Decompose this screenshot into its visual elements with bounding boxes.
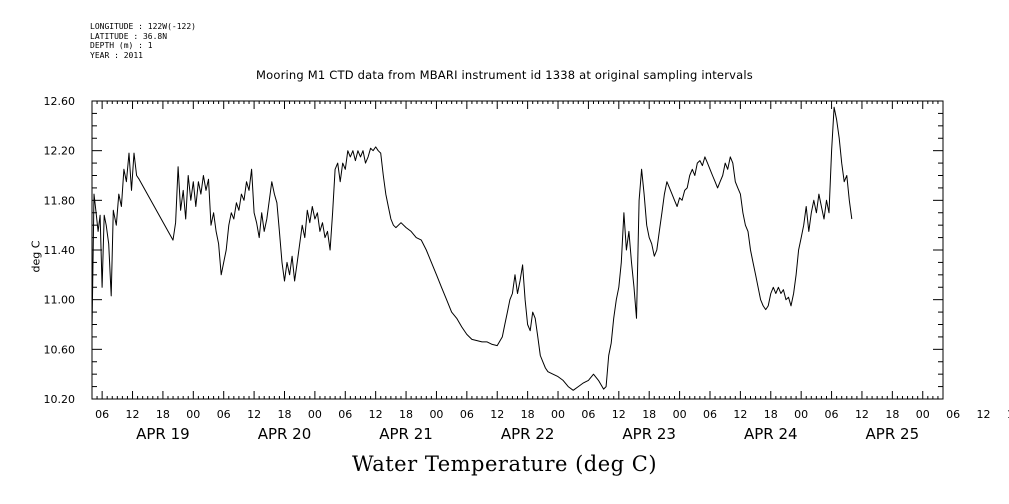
x-day-label: APR 21: [379, 425, 433, 443]
x-day-label: APR 25: [866, 425, 920, 443]
x-tick-layer: 06 12 18 00 06 12 18 00 06 12 18 00 06 12 18 00 06 12 18 00…: [91, 101, 1009, 443]
x-hour-label: 00: [794, 408, 808, 421]
y-tick-label: 12.60: [44, 95, 76, 108]
y-tick-label: 11.80: [44, 194, 76, 207]
x-hour-label: 06: [581, 408, 595, 421]
longitude-label: LONGITUDE : 122W(-122): [90, 22, 196, 31]
latitude-label: LATITUDE : 36.8N: [90, 31, 168, 41]
x-hour-label: 00: [551, 408, 565, 421]
x-day-label: APR 19: [136, 425, 190, 443]
year-label: YEAR : 2011: [90, 50, 143, 60]
x-day-label: APR 20: [258, 425, 312, 443]
y-tick-label: 11.00: [44, 294, 76, 307]
x-hour-label: 00: [916, 408, 930, 421]
x-hour-label: 06: [217, 408, 231, 421]
y-tick-label: 10.60: [44, 343, 76, 356]
x-hour-label: 12: [855, 408, 869, 421]
x-hour-label: 06: [338, 408, 352, 421]
metadata-block: LONGITUDE : 122W(-122) LATITUDE : 36.8N …: [90, 22, 196, 60]
x-hour-label: 18: [156, 408, 170, 421]
x-hour-label: 18: [885, 408, 899, 421]
y-tick-label: 12.20: [44, 145, 76, 158]
x-hour-label: 12: [126, 408, 140, 421]
x-hour-label: 06: [95, 408, 109, 421]
y-tick-label: 10.20: [44, 393, 76, 406]
depth-label: DEPTH (m) : 1: [90, 41, 153, 50]
x-hour-label: 12: [977, 408, 991, 421]
x-hour-label: 12: [612, 408, 626, 421]
plot-frame: [91, 100, 944, 400]
chart-title: Mooring M1 CTD data from MBARI instrumen…: [256, 68, 753, 82]
x-hour-label: 06: [460, 408, 474, 421]
x-axis-label: Water Temperature (deg C): [351, 452, 658, 476]
x-hour-label: 18: [277, 408, 291, 421]
x-hour-label: 00: [673, 408, 687, 421]
x-hour-label: 06: [703, 408, 717, 421]
x-hour-label: 12: [369, 408, 383, 421]
temperature-series-line: [91, 106, 853, 391]
series-layer: [91, 106, 853, 391]
x-hour-label: 00: [308, 408, 322, 421]
x-hour-label: 06: [825, 408, 839, 421]
y-tick-label: 11.40: [44, 244, 76, 257]
plot-frame-layer: [91, 100, 944, 400]
x-hour-label: 18: [1007, 408, 1009, 421]
x-hour-label: 18: [764, 408, 778, 421]
x-day-label: APR 22: [501, 425, 555, 443]
y-tick-layer: 10.20 10.60 11.00 11.40 11.80 12.20 12.60: [44, 95, 943, 406]
x-hour-label: 18: [521, 408, 535, 421]
x-hour-label: 18: [642, 408, 656, 421]
x-hour-label: 00: [186, 408, 200, 421]
x-hour-label: 18: [399, 408, 413, 421]
x-hour-label: 06: [946, 408, 960, 421]
x-day-label: APR 23: [622, 425, 676, 443]
x-hour-label: 12: [490, 408, 504, 421]
x-day-label: APR 24: [744, 425, 798, 443]
x-hour-label: 12: [247, 408, 261, 421]
x-hour-label: 00: [429, 408, 443, 421]
x-hour-label: 12: [733, 408, 747, 421]
